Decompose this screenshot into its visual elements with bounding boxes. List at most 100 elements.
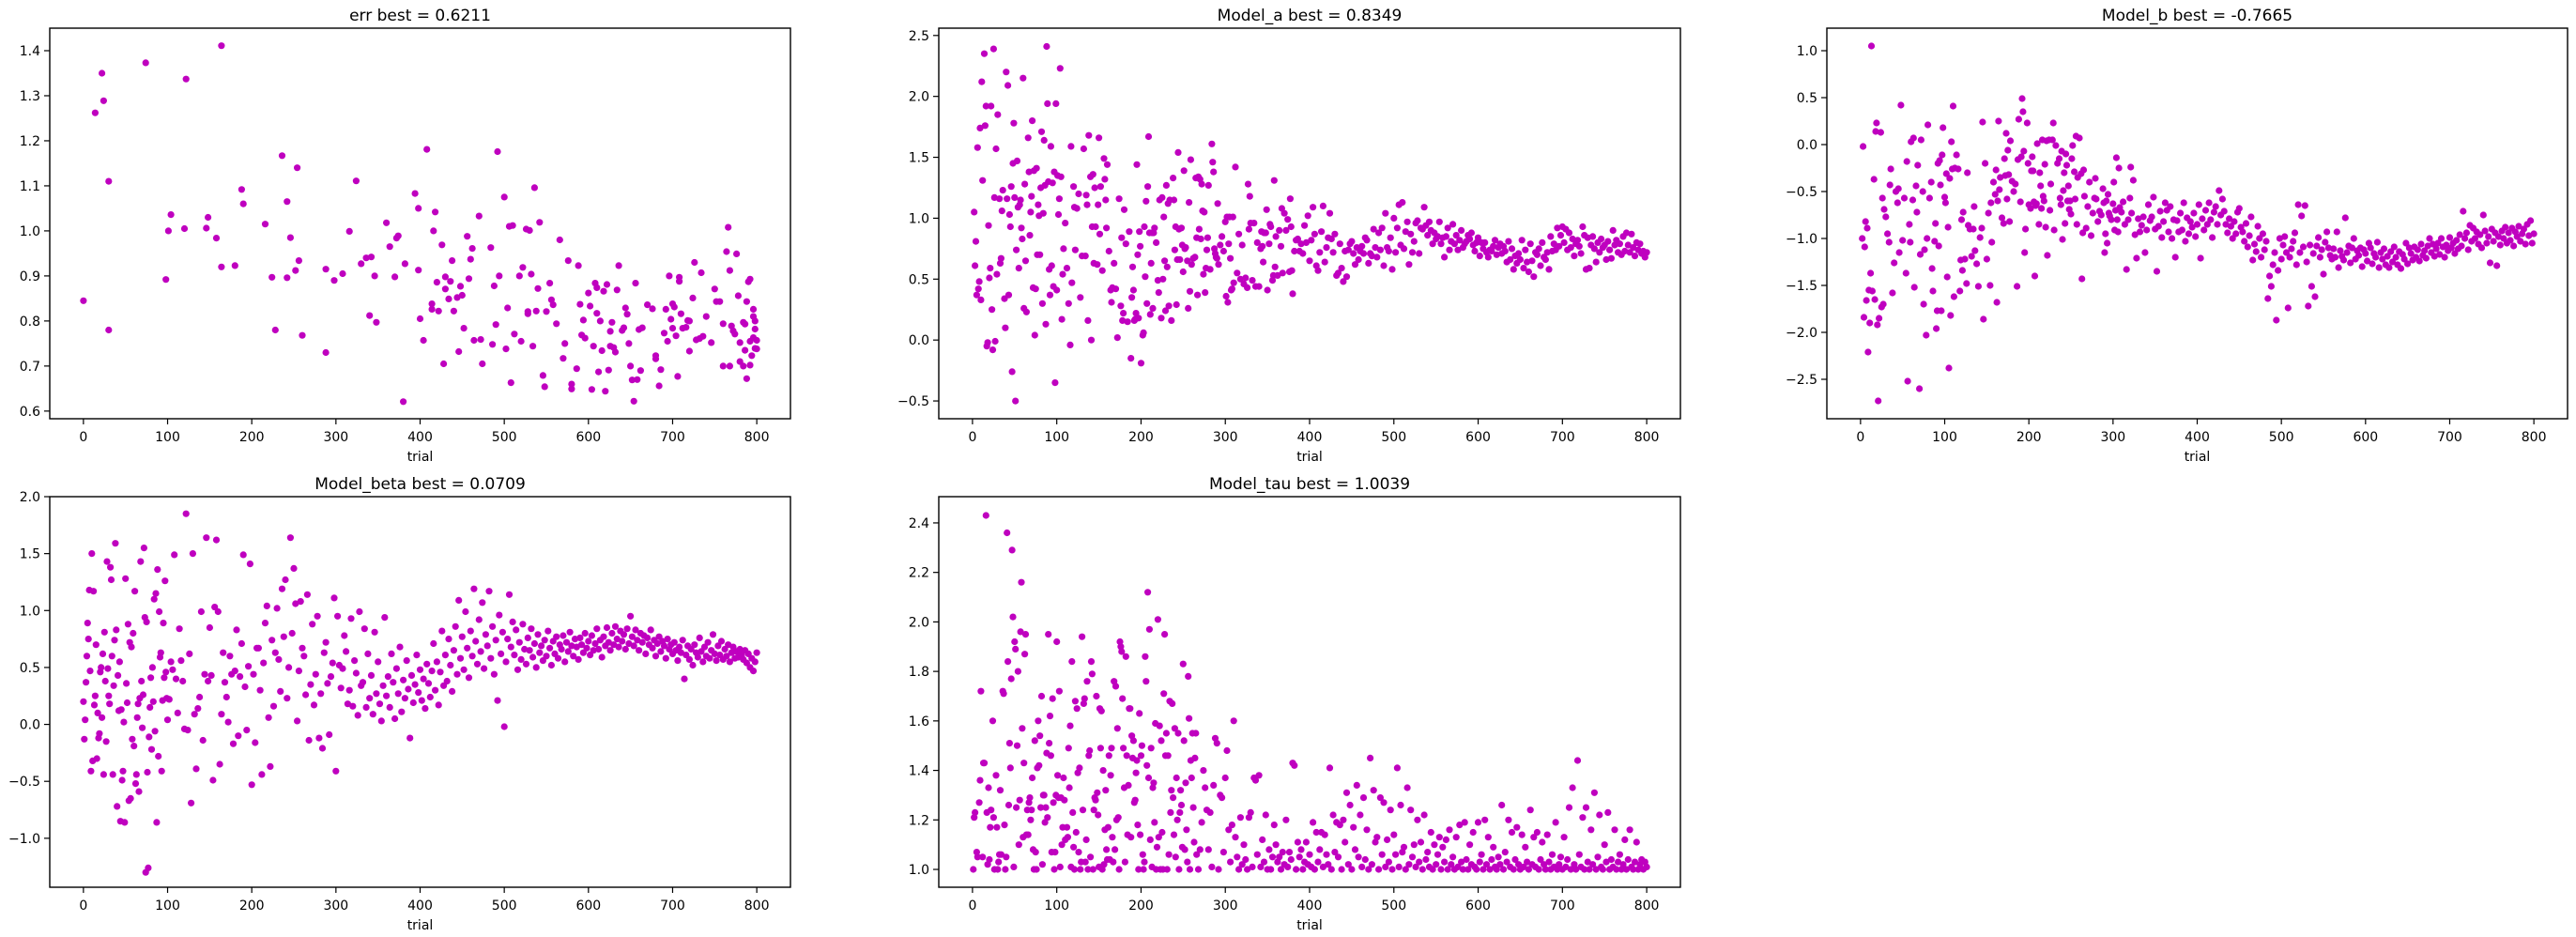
data-point	[1140, 329, 1147, 336]
data-point	[1105, 752, 1112, 760]
data-point	[2500, 235, 2507, 242]
data-point	[1137, 242, 1144, 250]
data-point	[1302, 838, 1310, 846]
y-tick-label: 1.5	[20, 547, 40, 562]
y-axis-ticks: −1.0−0.50.00.51.01.52.0	[8, 490, 50, 847]
data-point	[1530, 834, 1538, 841]
data-point	[605, 638, 612, 646]
data-point	[1141, 223, 1148, 231]
data-point	[1115, 195, 1123, 203]
data-point	[1214, 200, 1221, 207]
data-point	[1382, 209, 1389, 217]
data-point	[1363, 237, 1371, 244]
data-point	[1949, 102, 1957, 110]
data-point	[1079, 806, 1087, 814]
data-point	[1955, 165, 1962, 173]
data-point	[411, 190, 419, 197]
data-point	[139, 724, 146, 731]
data-point	[2010, 188, 2017, 195]
data-point	[1424, 849, 1432, 856]
data-point	[2387, 248, 2395, 255]
data-point	[1590, 789, 1598, 796]
data-point	[1284, 863, 1292, 871]
data-point	[1167, 808, 1174, 817]
data-point	[455, 347, 463, 356]
data-point	[1276, 853, 1283, 861]
data-point	[366, 312, 374, 319]
data-point	[154, 566, 161, 574]
data-point	[1948, 138, 1955, 146]
data-point	[496, 272, 503, 280]
data-point	[1971, 247, 1979, 254]
data-point	[2032, 200, 2040, 207]
data-point	[1327, 235, 1335, 243]
data-point	[1124, 318, 1131, 326]
data-point	[1018, 578, 1025, 586]
data-point	[2110, 178, 2118, 186]
y-axis-ticks: 0.60.70.80.91.01.11.21.31.4	[20, 44, 50, 420]
data-point	[2018, 95, 2026, 102]
data-point	[1259, 242, 1266, 250]
data-point	[2161, 199, 2169, 207]
data-point	[1286, 195, 1294, 203]
data-point	[123, 699, 131, 707]
data-point	[458, 291, 466, 300]
data-point	[1508, 828, 1516, 837]
data-point	[1176, 808, 1184, 817]
data-point	[394, 690, 402, 698]
data-point	[1885, 238, 1893, 246]
data-point	[292, 600, 299, 607]
data-point	[199, 736, 207, 745]
data-point	[1418, 866, 1426, 873]
data-point	[2214, 221, 2221, 228]
data-point	[1392, 851, 1400, 858]
x-tick-label: 700	[2437, 430, 2462, 445]
data-point	[147, 674, 155, 682]
data-point	[1533, 828, 1541, 837]
data-point	[2017, 153, 2025, 161]
data-point	[1096, 134, 1103, 142]
scatter-points	[80, 42, 760, 406]
data-point	[320, 649, 328, 656]
data-point	[2006, 218, 2014, 225]
data-point	[1556, 853, 1565, 861]
data-point	[1370, 787, 1377, 794]
data-point	[2038, 205, 2046, 212]
data-point	[1408, 853, 1417, 861]
data-point	[1155, 834, 1162, 841]
x-tick-label: 200	[2016, 430, 2042, 445]
data-point	[1137, 752, 1145, 760]
data-point	[2030, 167, 2037, 175]
data-point	[1310, 819, 1317, 826]
data-point	[2528, 239, 2536, 247]
x-tick-label: 100	[1932, 430, 1957, 445]
y-tick-label: 0.9	[20, 269, 40, 284]
subplot-title: Model_tau best = 1.0039	[1209, 475, 1410, 494]
data-point	[1388, 266, 1396, 273]
data-point	[1050, 866, 1058, 873]
data-point	[736, 339, 744, 346]
data-point	[605, 366, 612, 374]
data-point	[2024, 160, 2032, 167]
data-point	[145, 864, 152, 872]
data-point	[1643, 249, 1650, 256]
data-point	[2041, 161, 2048, 168]
data-point	[224, 718, 232, 726]
data-point	[602, 388, 609, 395]
data-point	[1533, 251, 1541, 258]
data-point	[1579, 814, 1587, 822]
data-point	[1299, 866, 1307, 873]
data-point	[1179, 660, 1187, 668]
data-point	[310, 701, 318, 709]
data-point	[2044, 252, 2051, 259]
data-point	[2256, 235, 2263, 242]
data-point	[676, 643, 683, 651]
data-point	[254, 644, 262, 652]
data-point	[1103, 846, 1111, 853]
data-point	[1471, 247, 1479, 255]
data-point	[1043, 42, 1050, 51]
data-point	[619, 637, 626, 645]
data-point	[1215, 261, 1222, 269]
data-point	[1141, 858, 1148, 866]
data-point	[1189, 804, 1197, 811]
